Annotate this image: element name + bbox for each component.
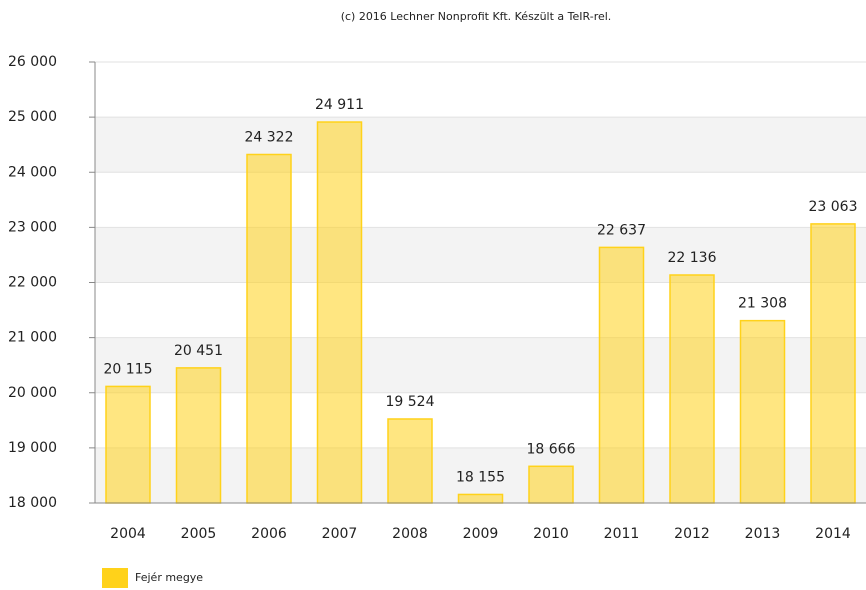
y-tick-label: 19 000 [8, 440, 57, 456]
value-label: 23 063 [809, 199, 858, 215]
value-label: 21 308 [738, 296, 787, 312]
bar [105, 385, 151, 504]
grid-band [95, 337, 866, 393]
value-label: 19 524 [386, 394, 435, 410]
y-tick-label: 21 000 [8, 330, 57, 346]
y-tick-label: 23 000 [8, 219, 57, 235]
legend-swatch [102, 568, 128, 588]
value-label: 18 666 [527, 441, 576, 457]
x-tick-label: 2006 [251, 526, 287, 542]
legend-label: Fejér megye [135, 571, 203, 584]
bar [316, 121, 363, 504]
bar [246, 153, 292, 504]
bar [739, 319, 786, 504]
bar [669, 274, 715, 504]
y-tick-label: 20 000 [8, 385, 57, 401]
x-tick-label: 2011 [604, 526, 640, 542]
bar [810, 223, 856, 504]
y-tick-label: 25 000 [8, 109, 57, 125]
value-label: 24 322 [245, 129, 294, 145]
x-tick-label: 2012 [674, 526, 710, 542]
bar [598, 246, 645, 504]
value-label: 24 911 [315, 97, 364, 113]
grid-band [95, 227, 866, 283]
value-label: 22 637 [597, 222, 646, 238]
bar [528, 465, 574, 504]
y-tick-label: 24 000 [8, 164, 57, 180]
value-label: 22 136 [668, 250, 717, 266]
x-tick-label: 2014 [815, 526, 851, 542]
value-label: 18 155 [456, 469, 505, 485]
bar [387, 418, 433, 504]
bar [457, 493, 504, 504]
y-tick-label: 18 000 [8, 495, 57, 511]
x-tick-label: 2010 [533, 526, 569, 542]
x-tick-label: 2004 [110, 526, 146, 542]
x-tick-label: 2009 [463, 526, 499, 542]
y-tick-label: 22 000 [8, 275, 57, 291]
x-tick-label: 2005 [181, 526, 217, 542]
credit: (c) 2016 Lechner Nonprofit Kft. Készült … [341, 10, 612, 23]
x-tick-label: 2008 [392, 526, 428, 542]
y-tick-label: 26 000 [8, 54, 57, 70]
x-tick-label: 2013 [745, 526, 781, 542]
grid-band [95, 117, 866, 173]
value-label: 20 451 [174, 343, 223, 359]
bar [175, 367, 222, 504]
x-tick-label: 2007 [322, 526, 358, 542]
value-label: 20 115 [104, 361, 153, 377]
